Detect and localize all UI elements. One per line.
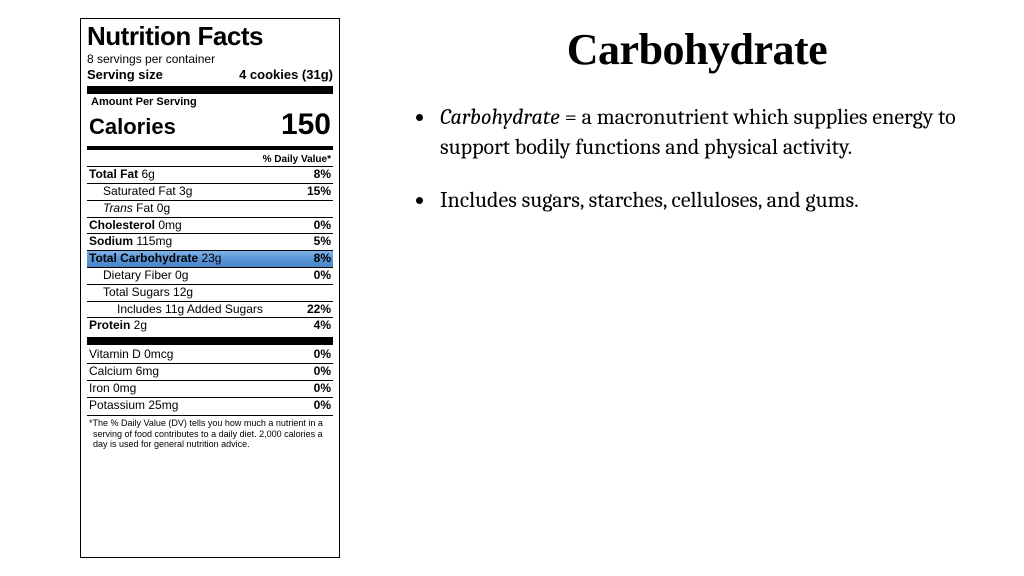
- bullet-item: Carbohydrate = a macronutrient which sup…: [436, 103, 984, 162]
- nutrient-dv: 8%: [314, 168, 331, 182]
- serving-size-label: Serving size: [87, 68, 163, 83]
- micronutrient-row: Iron 0mg 0%: [87, 380, 333, 397]
- micronutrient-name: Iron 0mg: [89, 382, 136, 396]
- micronutrient-name: Calcium 6mg: [89, 365, 159, 379]
- micronutrient-dv: 0%: [314, 399, 331, 413]
- bullet-item: Includes sugars, starches, celluloses, a…: [436, 186, 984, 216]
- nutrient-row: Includes 11g Added Sugars 22%: [87, 301, 333, 318]
- nutrient-row: Cholesterol 0mg 0%: [87, 217, 333, 234]
- nutrient-name: Sodium 115mg: [89, 235, 172, 249]
- nutrition-facts-title: Nutrition Facts: [87, 22, 333, 52]
- rule-medium: [87, 146, 333, 150]
- bullet-list: Carbohydrate = a macronutrient which sup…: [410, 103, 984, 216]
- micronutrient-dv: 0%: [314, 365, 331, 379]
- nutrient-dv: 22%: [307, 303, 331, 317]
- slide-heading: Carbohydrate: [410, 24, 984, 75]
- nutrient-name: Total Carbohydrate 23g: [89, 252, 221, 266]
- nutrient-row: Total Carbohydrate 23g 8%: [87, 250, 333, 267]
- nutrient-row: Dietary Fiber 0g 0%: [87, 267, 333, 284]
- micronutrient-name: Vitamin D 0mcg: [89, 348, 173, 362]
- serving-size-row: Serving size 4 cookies (31g): [87, 68, 333, 83]
- micronutrient-dv: 0%: [314, 348, 331, 362]
- nutrient-name: Total Fat 6g: [89, 168, 155, 182]
- nutrient-row: Saturated Fat 3g 15%: [87, 183, 333, 200]
- daily-value-header: % Daily Value*: [87, 152, 333, 167]
- micronutrient-row: Potassium 25mg 0%: [87, 397, 333, 414]
- calories-value: 150: [281, 108, 331, 143]
- nutrient-name: Trans Fat 0g: [89, 202, 170, 216]
- calories-label: Calories: [89, 114, 176, 139]
- nutrient-row: Total Sugars 12g: [87, 284, 333, 301]
- nutrient-row: Protein 2g 4%: [87, 317, 333, 334]
- slide-content: Carbohydrate Carbohydrate = a macronutri…: [340, 18, 984, 558]
- nutrient-name: Protein 2g: [89, 319, 147, 333]
- rule-thick-2: [87, 337, 333, 345]
- daily-value-footnote: *The % Daily Value (DV) tells you how mu…: [87, 415, 333, 449]
- micronutrient-row: Vitamin D 0mcg 0%: [87, 347, 333, 363]
- micronutrient-name: Potassium 25mg: [89, 399, 178, 413]
- rule-thick: [87, 86, 333, 94]
- macro-rows: Total Fat 6g 8% Saturated Fat 3g 15% Trans F…: [87, 166, 333, 334]
- nutrient-dv: 4%: [314, 319, 331, 333]
- nutrient-dv: 15%: [307, 185, 331, 199]
- nutrition-facts-label: Nutrition Facts 8 servings per container…: [80, 18, 340, 558]
- nutrient-dv: 0%: [314, 269, 331, 283]
- nutrient-name: Saturated Fat 3g: [89, 185, 192, 199]
- serving-size-value: 4 cookies (31g): [239, 68, 333, 83]
- micronutrient-row: Calcium 6mg 0%: [87, 363, 333, 380]
- amount-per-serving: Amount Per Serving: [87, 96, 333, 109]
- servings-per-container: 8 servings per container: [87, 53, 333, 67]
- micronutrient-rows: Vitamin D 0mcg0%Calcium 6mg0%Iron 0mg0%P…: [87, 347, 333, 413]
- nutrient-dv: 0%: [314, 219, 331, 233]
- nutrient-name: Dietary Fiber 0g: [89, 269, 188, 283]
- bullet-term: Carbohydrate: [440, 104, 560, 130]
- nutrient-dv: 5%: [314, 235, 331, 249]
- nutrient-row: Trans Fat 0g: [87, 200, 333, 217]
- nutrient-name: Cholesterol 0mg: [89, 219, 182, 233]
- calories-row: Calories 150: [87, 108, 333, 144]
- nutrient-name: Total Sugars 12g: [89, 286, 193, 300]
- micronutrient-dv: 0%: [314, 382, 331, 396]
- nutrient-row: Total Fat 6g 8%: [87, 166, 333, 183]
- nutrient-row: Sodium 115mg 5%: [87, 233, 333, 250]
- nutrient-dv: 8%: [314, 252, 331, 266]
- nutrient-name: Includes 11g Added Sugars: [89, 303, 263, 317]
